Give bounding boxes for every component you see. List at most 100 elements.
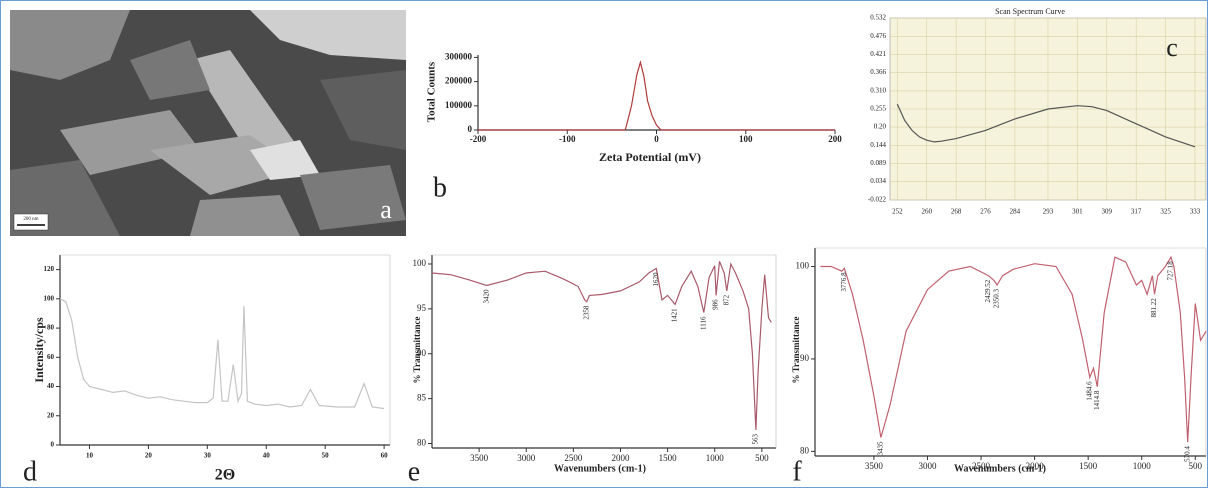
panel-label: b [433, 172, 447, 203]
x-tick-label: 260 [921, 208, 932, 216]
peak-label: 2358 [582, 305, 590, 320]
y-tick-label: 0.532 [870, 14, 886, 22]
x-tick-label: 100 [739, 134, 753, 144]
y-tick-label: 0.310 [870, 87, 886, 95]
x-tick-label: 3500 [865, 461, 884, 471]
x-tick-label: 2000 [1026, 461, 1045, 471]
peak-label: 563 [752, 434, 760, 445]
x-tick-label: 3500 [470, 453, 489, 463]
x-tick-label: 3000 [517, 453, 536, 463]
x-tick-label: -200 [470, 134, 487, 144]
x-tick-label: 500 [755, 453, 769, 463]
peak-label: 986 [712, 299, 720, 310]
chart-title: Scan Spectrum Curve [995, 7, 1065, 16]
x-tick-label: 284 [1010, 208, 1021, 216]
x-tick-label: 1500 [1079, 461, 1098, 471]
x-tick-label: 333 [1190, 208, 1201, 216]
x-axis-label: 2Θ [215, 467, 235, 484]
panel-label: c [1166, 33, 1178, 62]
panel-label: a [380, 195, 392, 224]
x-tick-label: 40 [263, 452, 271, 460]
x-tick-label: 252 [892, 208, 903, 216]
x-axis-label: Zeta Potential (mV) [599, 150, 701, 164]
panel: 0 100000 200000 300000 -200 -100 0 100 200 Zeta P… [426, 51, 843, 203]
x-tick-label: 325 [1160, 208, 1171, 216]
peak-label: 570.4 [1183, 446, 1191, 462]
x-tick-label: -100 [559, 134, 576, 144]
x-tick-label: 293 [1043, 208, 1054, 216]
y-tick-label: 100 [44, 294, 55, 302]
y-tick-label: 80 [417, 438, 427, 448]
y-tick-label: -0.022 [868, 196, 887, 204]
sem-image: 200 nm a [10, 10, 406, 236]
x-tick-label: 309 [1102, 208, 1113, 216]
x-tick-label: 60 [381, 452, 389, 460]
peak-label: 3420 [482, 289, 490, 304]
y-tick-label: 0.20 [874, 123, 887, 131]
peak-label: 872 [722, 294, 730, 305]
y-tick-label: 0.034 [870, 177, 886, 185]
peak-label: 1414.8 [1093, 390, 1101, 410]
panel-label: d [23, 456, 37, 487]
x-tick-label: 30 [204, 452, 212, 460]
y-tick-label: 60 [47, 353, 55, 361]
y-tick-label: 20 [47, 411, 55, 419]
x-tick-label: 317 [1131, 208, 1142, 216]
panel-label: e [408, 456, 420, 487]
x-tick-label: 0 [654, 134, 659, 144]
y-tick-label: 200000 [445, 76, 473, 86]
peak-label: 1116 [699, 316, 707, 330]
y-axis-label: % Transmittance [412, 317, 422, 384]
data-line [478, 59, 835, 131]
x-tick-label: 1000 [706, 453, 725, 463]
panel-label: f [792, 456, 802, 487]
x-axis-label: Wavenumbers (cm-1) [554, 463, 646, 474]
y-tick-label: 95 [417, 303, 427, 313]
panel: 80 85 90 95 100 3500 3000 2500 2000 1500 1000 500 34… [408, 254, 777, 487]
panel: 80 90 100 3500 3000 2500 2000 1500 1000 500 3776.8… [791, 247, 1207, 487]
panel: 0.532 0.476 0.421 0.366 0.310 0.255 0.20 0.144 0… [868, 7, 1207, 216]
peak-label: 2350.3 [993, 288, 1001, 308]
x-axis-label: Wavenumbers (cm-1) [954, 463, 1046, 474]
y-tick-label: 0.255 [870, 105, 886, 113]
scale-bar-label: 200 nm [23, 217, 38, 222]
y-tick-label: 120 [44, 265, 55, 273]
x-tick-label: 276 [980, 208, 991, 216]
x-tick-label: 301 [1072, 208, 1083, 216]
y-tick-label: 100000 [445, 100, 473, 110]
panel: 0 20 40 60 80 100 120 10 20 30 40 50 60 2Θ Intensity/c… [23, 254, 391, 487]
y-tick-label: 0.089 [870, 159, 886, 167]
y-tick-label: 0.144 [870, 141, 886, 149]
x-tick-label: 1500 [659, 453, 678, 463]
x-tick-label: 50 [322, 452, 330, 460]
y-axis-label: % Transmittance [791, 317, 801, 384]
data-line [59, 298, 385, 410]
y-axis-label: Total Counts [426, 61, 438, 122]
y-tick-label: 80 [47, 324, 55, 332]
y-tick-label: 100 [796, 261, 810, 271]
y-tick-label: 0.476 [870, 32, 886, 40]
peak-label: 881.22 [1150, 298, 1158, 318]
x-tick-label: 2500 [564, 453, 583, 463]
y-tick-label: 40 [47, 382, 55, 390]
x-tick-label: 200 [828, 134, 842, 144]
y-tick-label: 100 [413, 258, 427, 268]
y-tick-label: 80 [800, 445, 810, 455]
peak-label: 3435 [876, 441, 884, 456]
y-tick-label: 0 [468, 124, 473, 134]
peak-label: 3776.8 [840, 272, 848, 292]
x-tick-label: 1000 [1133, 461, 1152, 471]
x-tick-label: 500 [1189, 461, 1203, 471]
y-tick-label: 90 [800, 353, 810, 363]
y-tick-label: 90 [417, 348, 427, 358]
y-tick-label: 0.421 [870, 50, 886, 58]
y-tick-label: 300000 [445, 51, 473, 61]
y-tick-label: 85 [417, 393, 427, 403]
peak-label: 1620 [652, 272, 660, 287]
x-tick-label: 20 [145, 452, 153, 460]
x-tick-label: 10 [86, 452, 94, 460]
peak-label: 1421 [671, 308, 679, 323]
x-tick-label: 2500 [972, 461, 991, 471]
y-axis-label: Intensity/cps [32, 317, 46, 383]
